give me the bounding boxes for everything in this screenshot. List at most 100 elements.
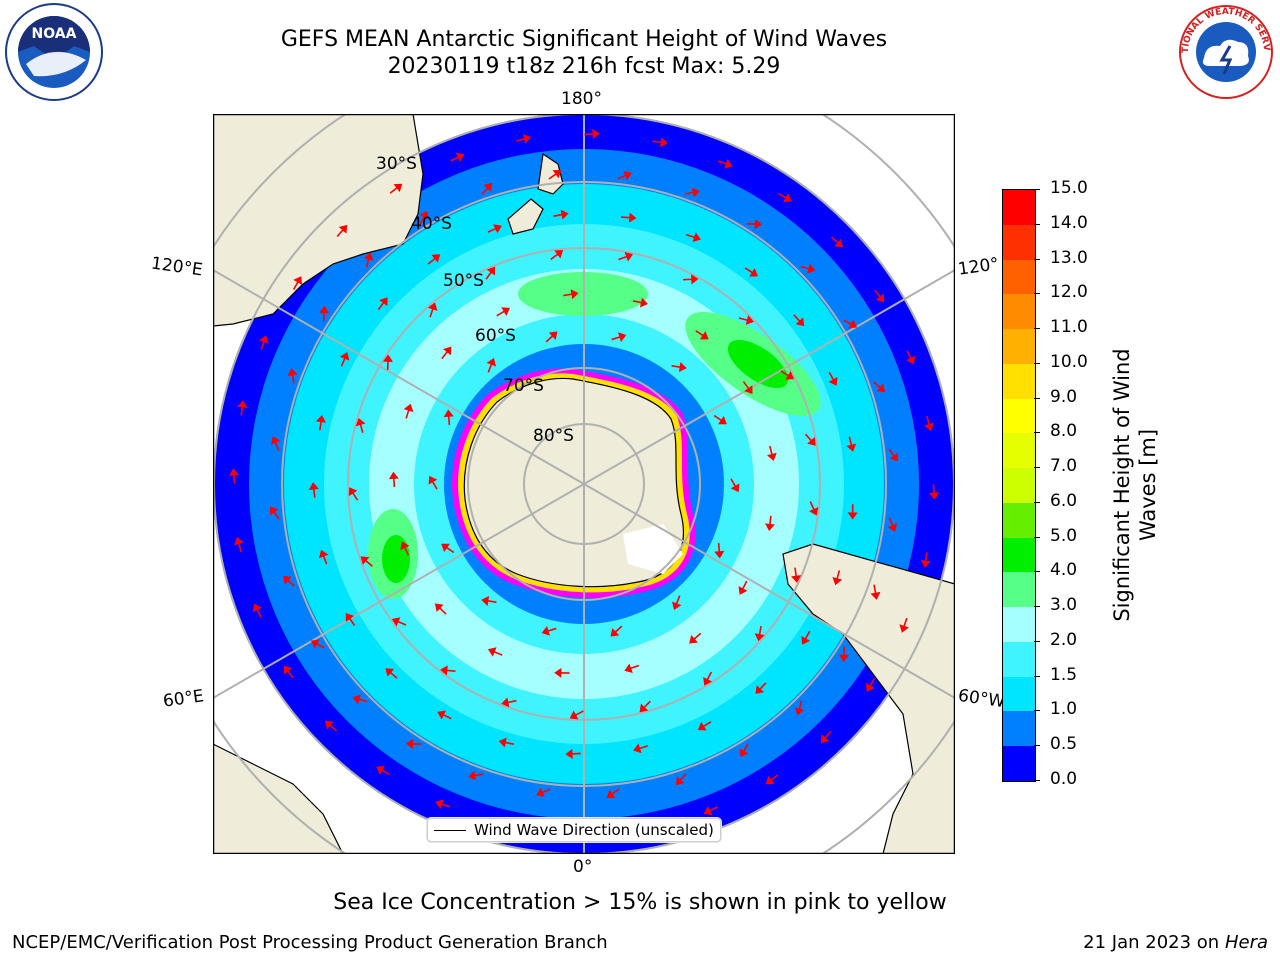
wind-arrow (780, 370, 795, 380)
wind-arrow (389, 183, 403, 194)
colorbar-tick-mark (1034, 467, 1040, 469)
wind-arrow (684, 187, 700, 198)
chart-title-line1: GEFS MEAN Antarctic Significant Height o… (280, 27, 888, 52)
colorbar-tick-label: 4.0 (1050, 560, 1078, 581)
wind-arrow (888, 448, 898, 462)
wind-arrow (536, 787, 551, 797)
colorbar-segment (1003, 189, 1035, 225)
wind-arrow (377, 297, 388, 311)
colorbar-tick-label: 1.0 (1050, 699, 1078, 720)
wind-arrow (652, 137, 668, 148)
wind-arrow (713, 414, 727, 425)
colorbar-label-line1: Significant Height of Wind (1110, 347, 1134, 622)
wind-arrow (766, 445, 777, 461)
new-zealand (507, 152, 564, 235)
wind-arrow (487, 224, 502, 234)
colorbar-tick-label: 14.0 (1050, 212, 1088, 233)
wind-arrow (287, 368, 298, 384)
wind-arrow (633, 743, 649, 754)
lon-label-180: 180° (561, 89, 602, 109)
wind-arrow (319, 305, 330, 322)
colorbar-ticks: 0.0 0.5 1.0 1.5 2.0 3.0 4.0 5.0 6.0 7.0 8.0 9.0 10.0… (1034, 178, 1096, 789)
colorbar-segment (1003, 329, 1035, 364)
wind-arrow (481, 182, 493, 195)
wind-arrow (746, 219, 763, 230)
wind-arrow (791, 567, 802, 583)
colorbar-tick-mark (1034, 223, 1040, 225)
colorbar-tick-label: 1.5 (1050, 664, 1078, 685)
colorbar-segment (1003, 363, 1035, 399)
wind-arrow (563, 289, 579, 300)
wind-arrow (765, 774, 779, 785)
wind-arrow (316, 414, 326, 431)
colorbar-segment (1003, 676, 1035, 712)
wind-arrow (252, 603, 262, 618)
wind-arrow (689, 632, 702, 644)
wind-arrow (481, 595, 497, 606)
colorbar-tick-mark (1034, 675, 1040, 677)
lat-label-40s: 40°S (411, 214, 452, 234)
wind-arrow (742, 381, 753, 395)
wind-arrow (498, 737, 514, 748)
wind-arrow (382, 354, 393, 370)
wind-arrow (624, 663, 640, 673)
wind-arrow (516, 134, 532, 144)
lon-label-120w: 120° (956, 254, 1001, 280)
antarctica (452, 368, 696, 598)
wind-arrow (671, 362, 687, 373)
date-stamp: 21 Jan 2023 on Hera (1083, 932, 1268, 953)
lat-label-30s: 30°S (376, 154, 417, 174)
wind-arrow (440, 665, 456, 676)
wind-arrow (730, 478, 740, 493)
colorbar-tick-label: 9.0 (1050, 386, 1078, 407)
wind-arrow (501, 697, 517, 708)
wind-arrow (621, 212, 637, 223)
wind-arrow (697, 721, 712, 731)
wind-arrow (847, 504, 858, 520)
wind-arrow (308, 482, 319, 498)
colorbar-tick-mark (1034, 710, 1040, 712)
colorbar-tick-mark (1034, 780, 1040, 781)
wind-arrow (348, 487, 359, 501)
wind-arrow (270, 506, 280, 520)
wind-arrow (828, 371, 838, 386)
colorbar-tick-label: 11.0 (1050, 317, 1088, 338)
wind-arrow (360, 556, 373, 567)
wind-arrow (838, 646, 849, 663)
wind-arrow (319, 549, 329, 565)
wind-arrow (388, 471, 399, 488)
lat-label-80s: 80°S (533, 426, 574, 446)
wind-arrow (755, 682, 767, 694)
sea-ice-note: Sea Ice Concentration > 15% is shown in … (333, 890, 947, 915)
colorbar-tick-mark (1034, 328, 1040, 330)
wind-arrow (259, 335, 269, 351)
colorbar-segment (1003, 294, 1035, 330)
colorbar-tick-mark (1034, 362, 1040, 364)
wind-arrow (376, 765, 390, 776)
wind-arrow (764, 515, 775, 532)
colorbar-segment (1003, 641, 1035, 677)
map-legend: Wind Wave Direction (unscaled) (427, 818, 721, 842)
wind-arrow (717, 159, 733, 169)
wind-arrow (352, 694, 368, 705)
wind-arrow (714, 543, 725, 559)
colorbar-tick-label: 5.0 (1050, 525, 1078, 546)
wind-arrow (906, 350, 916, 365)
wind-arrow (554, 667, 570, 678)
wind-arrow (874, 289, 885, 303)
lat-label-70s: 70°S (503, 376, 544, 396)
wind-arrow (496, 307, 510, 317)
wind-arrow (800, 263, 816, 274)
colorbar-tick-mark (1034, 432, 1040, 434)
colorbar-tick-mark (1034, 606, 1040, 608)
colorbar-tick-mark (1034, 258, 1040, 260)
colorbar-segment (1003, 259, 1035, 295)
wind-arrow (565, 748, 581, 759)
wind-arrow (355, 417, 366, 433)
colorbar-tick-label: 10.0 (1050, 351, 1088, 372)
credit-text: NCEP/EMC/Verification Post Processing Pr… (12, 932, 608, 953)
wind-arrow (584, 128, 600, 139)
wind-arrow (363, 252, 374, 268)
colorbar-segment (1003, 746, 1035, 781)
wind-wave-arrows (228, 128, 940, 840)
